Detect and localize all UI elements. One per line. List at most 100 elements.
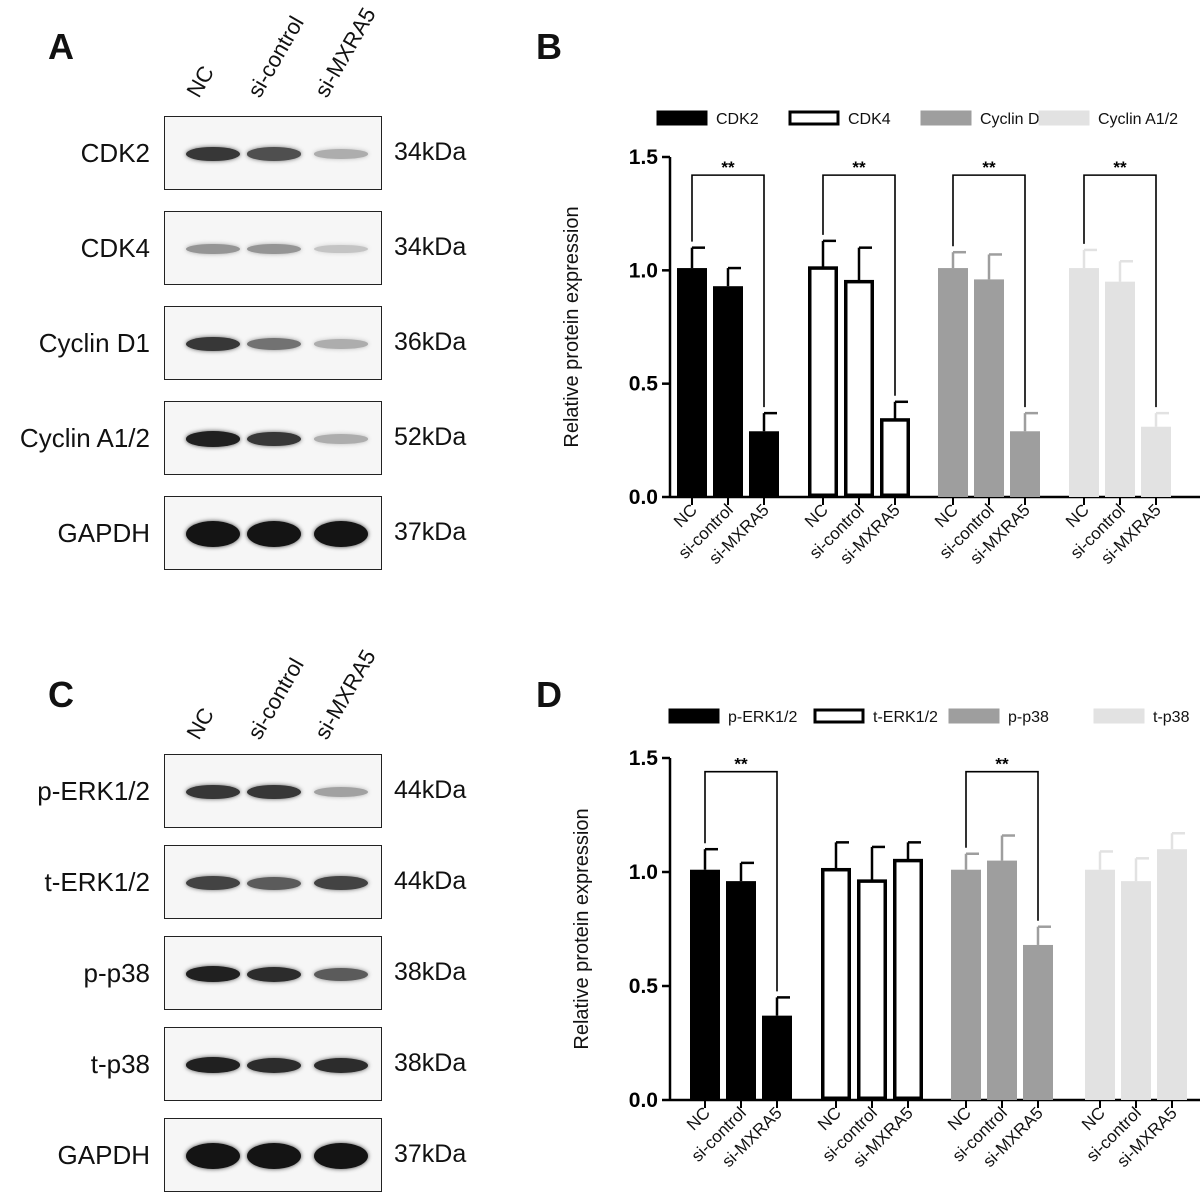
significance-bracket [822, 174, 896, 396]
blot-band [247, 784, 301, 800]
significance-marker: ** [721, 158, 735, 177]
molecular-weight-label: 44kDa [394, 867, 467, 895]
blot-band [247, 876, 301, 890]
blot-band [186, 243, 240, 255]
y-tick-label: 1.0 [629, 259, 658, 282]
chart-legend: p-ERK1/2 t-ERK1/2 p-p38 t-p38 [668, 708, 1190, 726]
bar [762, 1015, 792, 1100]
legend-swatch [1038, 110, 1090, 126]
y-axis-label: Relative protein expression [571, 808, 593, 1049]
blot-protein-label: t-ERK1/2 [44, 867, 151, 897]
legend-label: t-p38 [1153, 709, 1190, 726]
molecular-weight-label: 37kDa [394, 1140, 467, 1168]
panel-letter-b: B [536, 26, 562, 67]
blot-image [164, 401, 382, 475]
bar [821, 867, 851, 1100]
blot-band [314, 967, 368, 981]
bar [951, 869, 981, 1100]
y-axis-label: Relative protein expression [561, 206, 583, 447]
legend-swatch [920, 110, 972, 126]
lane-label: si-MXRA5 [309, 3, 381, 102]
blot-band [314, 1143, 368, 1169]
blot-protein-label: GAPDH [57, 518, 150, 548]
panel-letter-c: C [48, 674, 74, 715]
significance-marker: ** [1113, 158, 1127, 177]
blot-band [247, 243, 301, 255]
blot-band [186, 784, 240, 800]
blot-protein-label: p-p38 [83, 958, 151, 988]
bar-chart-b: CDK2 CDK4 Cyclin D1 Cyclin A1/2 0.0 0.5 1.0 1.5… [561, 110, 1200, 568]
y-tick-label: 1.5 [629, 146, 659, 169]
blot-protein-label: Cyclin D1 [38, 328, 150, 358]
y-tick-label: 1.5 [629, 747, 659, 770]
legend-label: Cyclin D1 [980, 111, 1049, 128]
bar [1085, 869, 1115, 1100]
blot-image [164, 211, 382, 285]
bar [880, 418, 910, 497]
blot-band [314, 787, 368, 797]
blot-band [247, 431, 301, 447]
blot-band [314, 149, 368, 159]
significance-bracket [952, 174, 1026, 408]
blot-band [247, 966, 301, 982]
blot-image [164, 845, 382, 919]
blot-image [164, 754, 382, 828]
lane-label: si-control [242, 653, 309, 744]
legend-label: p-ERK1/2 [728, 709, 797, 726]
blot-band [186, 146, 240, 162]
significance-marker: ** [734, 755, 748, 774]
y-tick-label: 0.0 [629, 1089, 658, 1112]
panel-letter-a: A [48, 26, 74, 67]
molecular-weight-label: 34kDa [394, 138, 467, 166]
bar [1023, 944, 1053, 1100]
bar [808, 266, 838, 497]
blot-band [247, 1143, 301, 1169]
blot-band [186, 876, 240, 890]
blot-band [314, 244, 368, 254]
blot-band [247, 147, 301, 161]
bar [1121, 881, 1151, 1100]
bar [677, 268, 707, 497]
y-tick-label: 1.0 [629, 861, 658, 884]
lane-label: NC [181, 61, 220, 102]
blot-band [186, 431, 240, 447]
significance-marker: ** [995, 755, 1009, 774]
blot-protein-label: GAPDH [57, 1140, 150, 1170]
lane-label: si-MXRA5 [309, 645, 381, 744]
molecular-weight-label: 38kDa [394, 958, 467, 986]
bar [726, 881, 756, 1100]
significance-bracket [704, 770, 778, 992]
significance-bracket [965, 770, 1039, 921]
blot-band [314, 339, 368, 349]
significance-marker: ** [982, 158, 996, 177]
legend-label: CDK2 [716, 111, 759, 128]
legend-swatch [813, 708, 865, 724]
blot-band [247, 338, 301, 350]
bar [974, 279, 1004, 497]
blot-band [186, 966, 240, 982]
legend-swatch [656, 110, 708, 126]
y-tick-label: 0.5 [629, 975, 659, 998]
molecular-weight-label: 34kDa [394, 233, 467, 261]
molecular-weight-label: 44kDa [394, 776, 467, 804]
molecular-weight-label: 38kDa [394, 1049, 467, 1077]
bar [938, 268, 968, 497]
legend-swatch [788, 110, 840, 126]
blot-image [164, 1027, 382, 1101]
blot-image [164, 496, 382, 570]
panel-letter-d: D [536, 674, 562, 715]
blot-protein-label: CDK2 [80, 138, 150, 168]
bar [1141, 426, 1171, 497]
lane-label: si-control [242, 11, 309, 102]
blot-image [164, 936, 382, 1010]
blot-band [314, 1057, 368, 1073]
blot-band [186, 1057, 240, 1073]
bar [1157, 849, 1187, 1100]
blot-protein-label: Cyclin A1/2 [19, 423, 150, 453]
blot-image [164, 306, 382, 380]
blot-band [314, 876, 368, 890]
legend-label: CDK4 [848, 111, 891, 128]
bar [844, 279, 874, 497]
legend-label: p-p38 [1008, 709, 1049, 726]
y-tick-label: 0.0 [629, 486, 658, 509]
